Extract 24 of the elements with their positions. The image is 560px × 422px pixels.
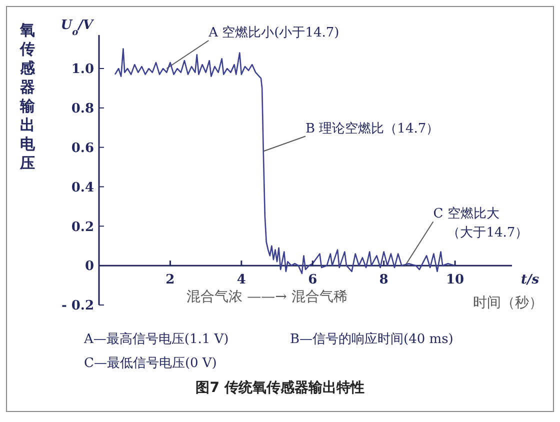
annotation: A 空燃比小(小于14.7) bbox=[208, 26, 340, 41]
text: A—最高信号电压(1.1 V) bbox=[83, 331, 229, 347]
x-tick-label: 2 bbox=[166, 272, 175, 288]
x-tick-label: 10 bbox=[446, 272, 464, 288]
text: C—最低信号电压(0 V) bbox=[84, 356, 217, 371]
x-tick-label: 4 bbox=[236, 272, 246, 288]
annotation: C 空燃比大（大于14.7） bbox=[433, 206, 528, 241]
y-tick-label: 0 bbox=[84, 259, 94, 274]
annotation: 时间（秒） bbox=[473, 295, 543, 311]
y-tick-label: 0.4 bbox=[71, 180, 94, 196]
y-tick-label: 0.6 bbox=[71, 140, 94, 156]
y-axis-title: 氧传感器输出电压 bbox=[19, 21, 36, 172]
x-tick-label: 6 bbox=[308, 272, 318, 288]
x-tick-label: 8 bbox=[379, 272, 388, 288]
y-tick-label: 1.0 bbox=[71, 62, 94, 78]
text: 图7 传统氧传感器输出特性 bbox=[196, 379, 364, 396]
y-tick-label: 0.8 bbox=[71, 102, 94, 117]
text: U$_{o}$/V bbox=[60, 18, 95, 38]
annotation: 混合气浓 ——→ 混合气稀 bbox=[186, 289, 348, 305]
y-tick-label: - 0.2 bbox=[61, 298, 94, 314]
annotation: B 理论空燃比（14.7） bbox=[305, 121, 440, 136]
x-axis-title: t/s bbox=[520, 272, 540, 288]
text: B—信号的响应时间(40 ms) bbox=[290, 331, 454, 347]
y-tick-label: 0.2 bbox=[71, 220, 94, 235]
